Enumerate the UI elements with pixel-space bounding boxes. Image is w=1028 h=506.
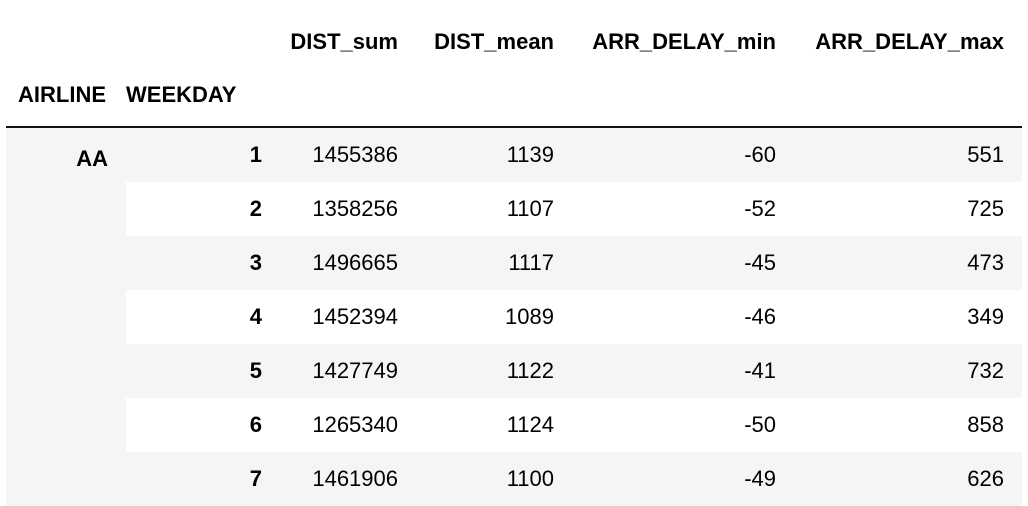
arr-delay-max-cell: 473 — [794, 236, 1022, 290]
index-name-row: AIRLINE WEEKDAY — [6, 64, 1022, 128]
arr-delay-max-cell: 349 — [967, 304, 1004, 329]
blank-header-cell — [794, 64, 1022, 128]
weekday-index-cell: 6 — [249, 412, 262, 437]
column-header-arr-delay-min: ARR_DELAY_min — [592, 29, 776, 54]
airline-index-cell: AA — [6, 127, 126, 506]
blank-header-cell — [280, 64, 416, 128]
arr-delay-min-cell: -52 — [744, 196, 776, 221]
dist-sum-cell: 1358256 — [312, 196, 398, 221]
table-row: 7 1461906 1100 -49 626 — [6, 452, 1022, 506]
dist-sum-cell: 1461906 — [280, 452, 416, 506]
dist-mean-cell: 1107 — [506, 196, 554, 221]
dist-sum-cell: 1265340 — [312, 412, 398, 437]
arr-delay-max-cell: 732 — [794, 344, 1022, 398]
arr-delay-min-cell: -60 — [572, 127, 794, 182]
weekday-index-cell: 5 — [126, 344, 280, 398]
dist-mean-cell: 1139 — [416, 127, 572, 182]
dist-sum-cell: 1455386 — [280, 127, 416, 182]
table-row: 3 1496665 1117 -45 473 — [6, 236, 1022, 290]
dist-mean-cell: 1089 — [505, 304, 554, 329]
table-row: AA 1 1455386 1139 -60 551 — [6, 127, 1022, 506]
blank-header-cell — [126, 20, 280, 64]
blank-header-cell — [572, 64, 794, 128]
blank-header-cell — [6, 20, 126, 64]
table-body: AA 1 1455386 1139 -60 551 2 1358256 1107… — [6, 127, 1022, 506]
arr-delay-min-cell: -49 — [572, 452, 794, 506]
column-header-dist-mean: DIST_mean — [434, 29, 554, 54]
arr-delay-max-cell: 725 — [967, 196, 1004, 221]
weekday-index-cell: 3 — [126, 236, 280, 290]
arr-delay-min-cell: -50 — [744, 412, 776, 437]
dist-sum-cell: 1496665 — [280, 236, 416, 290]
dist-sum-cell: 1452394 — [312, 304, 398, 329]
table-row: 4 1452394 1089 -46 349 — [6, 290, 1022, 344]
dist-mean-cell: 1124 — [506, 412, 554, 437]
weekday-index-cell: 7 — [126, 452, 280, 506]
weekday-index-cell: 1 — [126, 127, 280, 182]
arr-delay-max-cell: 626 — [794, 452, 1022, 506]
index-name-airline: AIRLINE — [6, 64, 126, 128]
arr-delay-max-cell: 551 — [794, 127, 1022, 182]
arr-delay-min-cell: -45 — [572, 236, 794, 290]
column-header-row: DIST_sum DIST_mean ARR_DELAY_min ARR_DEL… — [6, 20, 1022, 64]
weekday-index-cell: 2 — [249, 196, 262, 221]
table-row: 2 1358256 1107 -52 725 — [6, 182, 1022, 236]
table-header: DIST_sum DIST_mean ARR_DELAY_min ARR_DEL… — [6, 20, 1022, 128]
arr-delay-min-cell: -41 — [572, 344, 794, 398]
weekday-index-cell: 4 — [249, 304, 262, 329]
index-name-weekday: WEEKDAY — [126, 64, 280, 128]
dist-sum-cell: 1427749 — [280, 344, 416, 398]
dist-mean-cell: 1122 — [416, 344, 572, 398]
column-header-dist-sum: DIST_sum — [290, 29, 398, 54]
dist-mean-cell: 1117 — [416, 236, 572, 290]
dist-mean-cell: 1100 — [416, 452, 572, 506]
grouped-stats-table: DIST_sum DIST_mean ARR_DELAY_min ARR_DEL… — [6, 20, 1022, 506]
arr-delay-max-cell: 858 — [967, 412, 1004, 437]
arr-delay-min-cell: -46 — [744, 304, 776, 329]
blank-header-cell — [416, 64, 572, 128]
column-header-arr-delay-max: ARR_DELAY_max — [815, 29, 1004, 54]
table-row: 6 1265340 1124 -50 858 — [6, 398, 1022, 452]
table-row: 5 1427749 1122 -41 732 — [6, 344, 1022, 398]
